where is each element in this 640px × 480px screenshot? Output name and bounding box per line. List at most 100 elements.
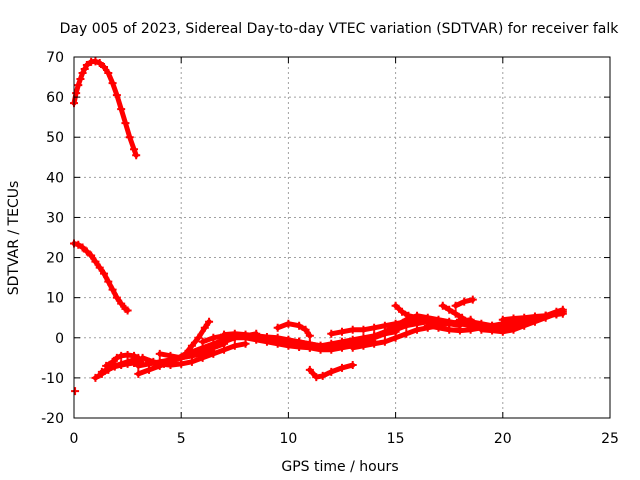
data-point: [451, 309, 460, 318]
data-point: [200, 323, 209, 332]
data-point: [327, 341, 336, 350]
data-point: [305, 339, 314, 348]
data-point: [466, 317, 475, 326]
data-point: [558, 309, 567, 318]
data-point: [273, 323, 282, 332]
data-point: [145, 357, 154, 366]
data-point: [348, 325, 357, 334]
data-point: [316, 343, 325, 352]
data-point: [112, 353, 121, 362]
data-point: [198, 337, 207, 346]
y-tick-label: 0: [55, 331, 64, 347]
data-point: [413, 325, 422, 334]
data-point: [295, 321, 304, 330]
data-points: [70, 57, 567, 396]
data-point: [97, 367, 106, 376]
y-axis-label: SDTVAR / TECUs: [6, 181, 22, 296]
data-point: [348, 361, 357, 370]
data-point: [130, 145, 139, 154]
series-line: [146, 341, 248, 368]
data-point: [359, 325, 368, 334]
data-point: [100, 63, 109, 72]
data-point: [380, 337, 389, 346]
data-point: [498, 327, 507, 336]
data-point: [541, 311, 550, 320]
data-point: [91, 373, 100, 382]
data-point: [273, 337, 282, 346]
series-isolated-point: [71, 387, 80, 396]
data-point: [370, 323, 379, 332]
data-point: [87, 251, 96, 260]
data-point: [205, 317, 214, 326]
data-point: [230, 341, 239, 350]
data-point: [327, 367, 336, 376]
data-point: [509, 325, 518, 334]
data-point: [130, 359, 139, 368]
data-point: [391, 333, 400, 342]
data-point: [398, 307, 407, 316]
data-point: [451, 301, 460, 310]
data-point: [104, 277, 113, 286]
data-point: [95, 59, 104, 68]
y-tick-label: -20: [41, 411, 64, 427]
plot-frame: [73, 56, 611, 419]
data-point: [252, 334, 261, 343]
data-point: [262, 335, 271, 344]
x-tick-label: 0: [70, 431, 79, 447]
data-point: [338, 339, 346, 348]
data-point: [498, 315, 507, 324]
data-point: [155, 349, 164, 358]
y-tick-label: 60: [46, 90, 64, 106]
data-point: [338, 327, 346, 336]
data-point: [117, 299, 126, 308]
data-point: [100, 269, 109, 278]
data-point: [318, 371, 327, 380]
data-point: [305, 331, 314, 340]
data-point: [477, 325, 486, 334]
y-tick-label: 20: [46, 251, 64, 267]
series-arc-n: [305, 361, 357, 382]
data-point: [404, 311, 413, 320]
data-point: [413, 313, 422, 322]
data-point: [117, 361, 126, 370]
axis-ticks: [73, 56, 611, 419]
data-point: [305, 365, 314, 374]
data-point: [520, 321, 529, 330]
data-point: [138, 353, 147, 362]
data-point: [312, 373, 321, 382]
data-point: [370, 339, 379, 348]
data-point: [445, 317, 454, 326]
data-point: [78, 243, 87, 252]
data-point: [468, 295, 477, 304]
data-point: [76, 75, 85, 84]
data-point: [108, 79, 117, 88]
data-point: [445, 325, 454, 334]
data-point: [123, 306, 132, 315]
data-point: [455, 315, 464, 324]
data-point: [72, 89, 81, 98]
data-point: [91, 57, 100, 66]
series-arc-t: [391, 301, 439, 326]
data-point: [348, 343, 357, 352]
data-point: [82, 247, 91, 256]
data-point: [74, 81, 83, 90]
series-arc-middle: [70, 239, 132, 315]
data-point: [327, 329, 336, 338]
data-point: [177, 353, 186, 362]
data-point: [187, 347, 196, 356]
data-point: [112, 91, 121, 100]
y-tick-labels: -20 -10 0 10 20 30 40 50 60 70: [41, 50, 64, 427]
data-point: [132, 151, 141, 160]
data-point: [104, 69, 113, 78]
x-tick-label: 20: [494, 431, 512, 447]
data-point: [108, 357, 117, 366]
data-point: [166, 361, 175, 370]
data-point: [460, 297, 469, 306]
data-point: [402, 329, 411, 338]
x-tick-label: 5: [177, 431, 186, 447]
data-point: [145, 365, 154, 374]
chart-title: Day 005 of 2023, Sidereal Day-to-day VTE…: [60, 21, 620, 37]
data-point: [121, 119, 130, 128]
data-point: [488, 326, 497, 335]
